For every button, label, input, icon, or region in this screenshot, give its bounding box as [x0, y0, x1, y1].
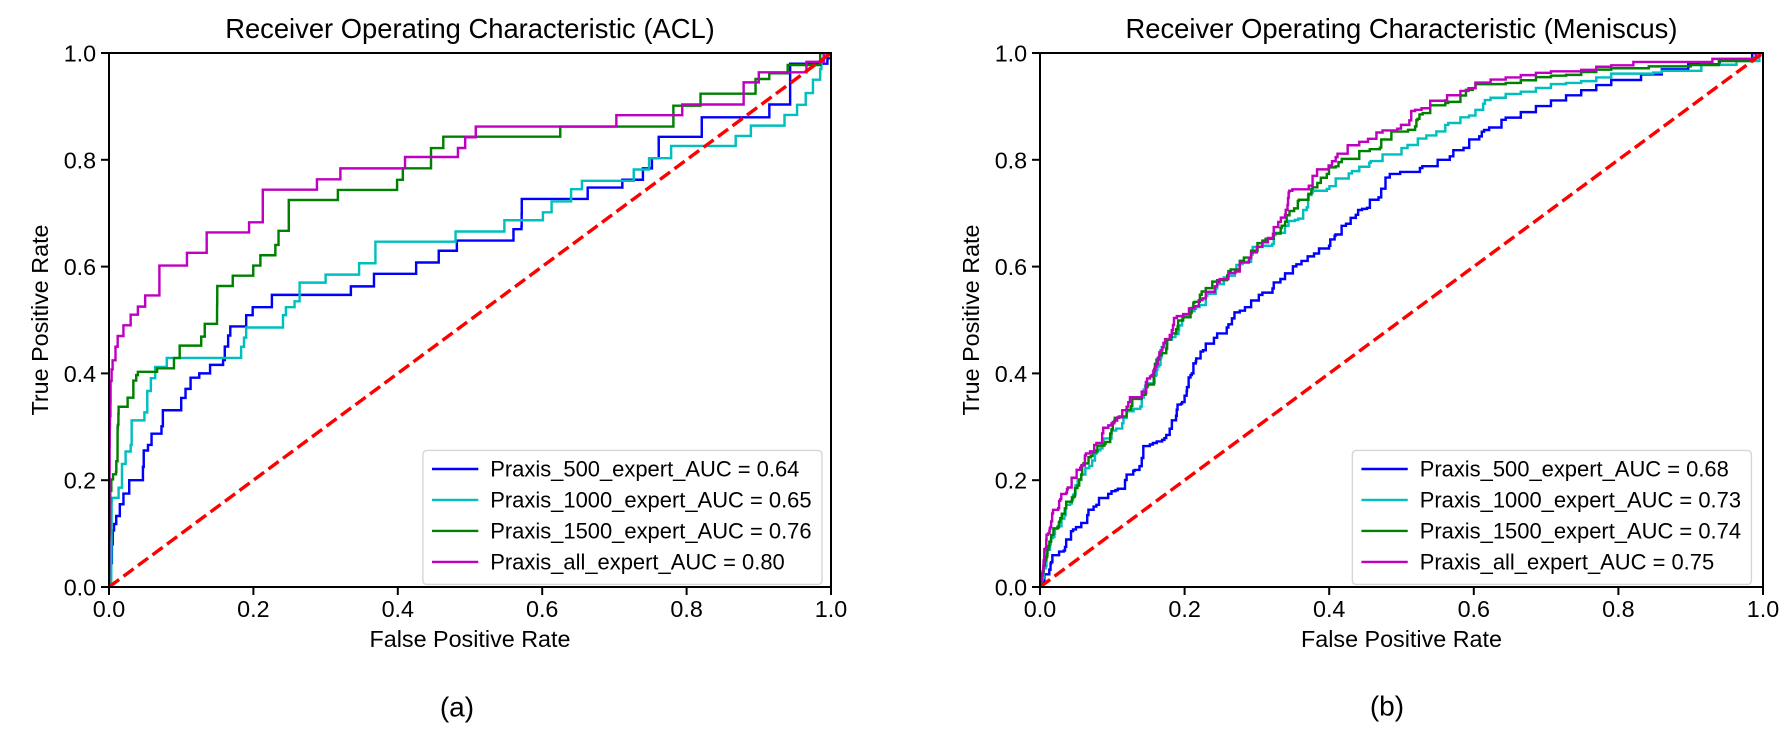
svg-text:Praxis_1500_expert_AUC = 0.74: Praxis_1500_expert_AUC = 0.74 [1420, 519, 1741, 544]
svg-text:0.4: 0.4 [1313, 596, 1345, 622]
svg-text:1.0: 1.0 [815, 596, 847, 622]
svg-text:0.8: 0.8 [670, 596, 702, 622]
svg-text:0.0: 0.0 [1024, 596, 1056, 622]
svg-text:0.8: 0.8 [64, 147, 96, 173]
svg-text:0.6: 0.6 [995, 254, 1027, 280]
svg-text:1.0: 1.0 [64, 40, 96, 66]
svg-text:False Positive Rate: False Positive Rate [370, 626, 571, 652]
svg-text:0.6: 0.6 [526, 596, 558, 622]
svg-text:Praxis_500_expert_AUC = 0.64: Praxis_500_expert_AUC = 0.64 [490, 457, 799, 482]
svg-text:True Positive Rate: True Positive Rate [27, 224, 53, 415]
svg-text:0.2: 0.2 [64, 468, 96, 494]
svg-text:0.0: 0.0 [995, 574, 1027, 600]
svg-text:Praxis_all_expert_AUC = 0.80: Praxis_all_expert_AUC = 0.80 [490, 550, 785, 575]
svg-text:Praxis_1000_expert_AUC = 0.73: Praxis_1000_expert_AUC = 0.73 [1420, 488, 1741, 513]
svg-text:0.6: 0.6 [1458, 596, 1490, 622]
svg-text:0.4: 0.4 [382, 596, 414, 622]
svg-text:0.2: 0.2 [237, 596, 269, 622]
svg-text:0.6: 0.6 [64, 254, 96, 280]
svg-text:1.0: 1.0 [1747, 596, 1779, 622]
svg-text:Praxis_1000_expert_AUC = 0.65: Praxis_1000_expert_AUC = 0.65 [490, 488, 811, 513]
svg-text:0.4: 0.4 [995, 361, 1027, 387]
svg-text:True Positive Rate: True Positive Rate [958, 224, 984, 415]
svg-text:0.0: 0.0 [64, 574, 96, 600]
svg-text:(a): (a) [440, 691, 474, 722]
svg-text:0.8: 0.8 [995, 147, 1027, 173]
svg-text:0.4: 0.4 [64, 361, 96, 387]
svg-text:Receiver Operating Characteris: Receiver Operating Characteristic (Menis… [1126, 13, 1678, 44]
svg-text:(b): (b) [1370, 690, 1404, 721]
svg-text:0.8: 0.8 [1602, 596, 1634, 622]
svg-text:0.2: 0.2 [995, 468, 1027, 494]
svg-text:1.0: 1.0 [995, 40, 1027, 66]
svg-text:Praxis_1500_expert_AUC = 0.76: Praxis_1500_expert_AUC = 0.76 [490, 519, 811, 544]
svg-text:False Positive Rate: False Positive Rate [1301, 626, 1502, 652]
svg-text:Praxis_all_expert_AUC = 0.75: Praxis_all_expert_AUC = 0.75 [1420, 550, 1714, 575]
svg-text:0.2: 0.2 [1168, 596, 1200, 622]
svg-text:Praxis_500_expert_AUC = 0.68: Praxis_500_expert_AUC = 0.68 [1420, 457, 1729, 482]
svg-text:0.0: 0.0 [93, 596, 125, 622]
svg-text:Receiver Operating Characteris: Receiver Operating Characteristic (ACL) [225, 13, 715, 44]
